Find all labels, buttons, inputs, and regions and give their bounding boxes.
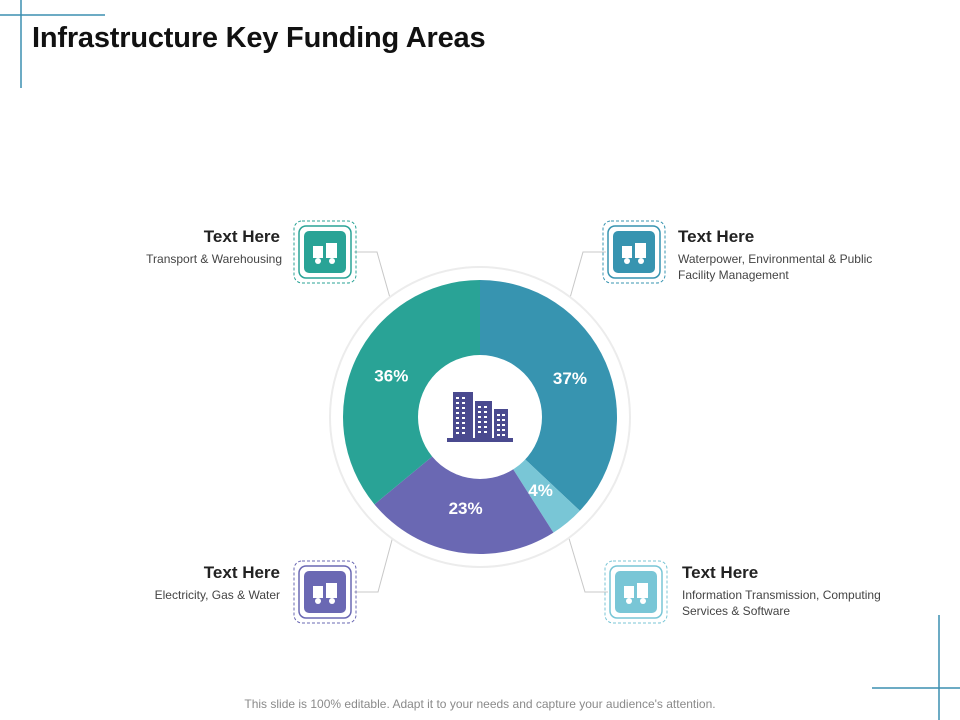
slice-value-label: 37% xyxy=(553,369,587,388)
connector-line xyxy=(354,524,397,593)
label-title-transport: Text Here xyxy=(203,227,280,246)
footer-note: This slide is 100% editable. Adapt it to… xyxy=(244,697,716,711)
connector-line xyxy=(354,251,395,313)
corner-line-top-h xyxy=(0,14,105,16)
buildings-icon xyxy=(447,392,513,442)
slice-value-label: 36% xyxy=(374,366,408,385)
corner-line-bottom-h xyxy=(872,687,960,689)
building-short xyxy=(494,409,508,438)
label-desc-water: Waterpower, Environmental & Public Facil… xyxy=(678,252,873,282)
label-desc-transport: Transport & Warehousing xyxy=(146,252,282,266)
corner-line-top-v xyxy=(20,0,22,88)
label-desc-computing: Information Transmission, Computing Serv… xyxy=(682,588,881,618)
pie-slice xyxy=(342,280,480,505)
building-mid xyxy=(475,401,492,438)
slice-value-label: 4% xyxy=(528,481,553,500)
building-base xyxy=(447,438,513,442)
label-title-computing: Text Here xyxy=(682,563,759,582)
pie-slice xyxy=(480,280,617,511)
slice-value-label: 23% xyxy=(449,499,483,518)
computing-icon xyxy=(604,560,668,624)
page-title: Infrastructure Key Funding Areas xyxy=(32,22,486,54)
label-desc-utilities: Electricity, Gas & Water xyxy=(154,588,280,602)
pie-slice xyxy=(374,417,554,554)
transport-icon xyxy=(293,220,357,284)
water-facility-icon xyxy=(602,220,666,284)
utilities-icon xyxy=(293,560,357,624)
corner-line-bottom-v xyxy=(938,615,940,720)
connector-line xyxy=(564,524,608,593)
label-title-utilities: Text Here xyxy=(203,563,280,582)
label-title-water: Text Here xyxy=(678,227,755,246)
connector-line xyxy=(565,251,606,313)
connector-lines xyxy=(354,251,608,593)
